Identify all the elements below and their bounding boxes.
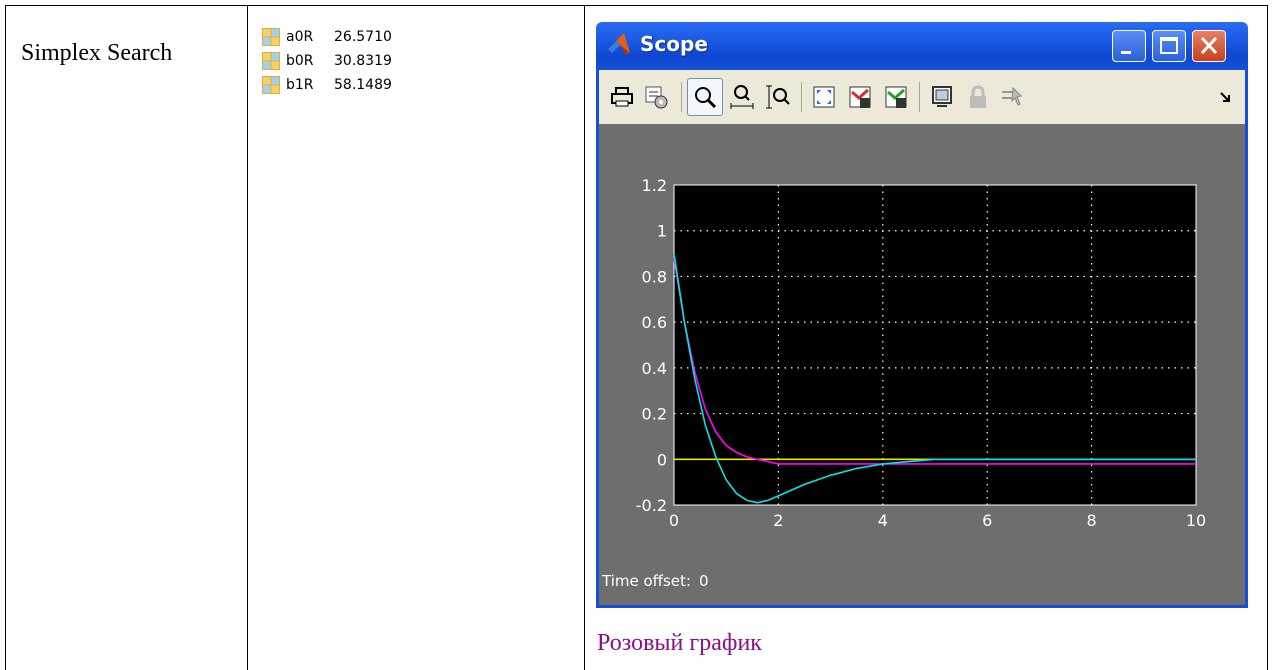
y-tick-label: 0.8 [642,267,667,286]
variable-value: 58.1489 [334,77,392,93]
save-axes-icon[interactable] [847,84,873,110]
toolbar-separator [801,82,802,112]
variable-value: 30.8319 [334,53,392,69]
x-tick-label: 8 [1087,511,1097,530]
x-tick-label: 2 [773,511,783,530]
scope-window: Scope 0 2 4 6 8 10 -0. [596,22,1248,608]
toolbar-overflow-icon[interactable] [1219,90,1233,104]
signal-lines [673,253,1196,504]
y-tick-label: 1.2 [642,176,667,195]
series-line [673,257,1196,465]
zoom-icon [695,87,717,109]
workspace-variable-row[interactable]: b1R 58.1489 [262,74,392,96]
variable-name: a0R [286,29,314,45]
table-border-top [5,5,1268,6]
x-tick-label: 0 [669,511,679,530]
y-tick-label: 0.6 [642,313,667,332]
minimize-button[interactable] [1112,30,1146,62]
workspace-variable-row[interactable]: a0R 26.5710 [262,26,392,48]
toolbar-separator [919,82,920,112]
restore-axes-icon[interactable] [883,84,909,110]
variable-matrix-icon [262,52,280,70]
y-tick-label: 0.4 [642,359,667,378]
scope-toolbar [596,70,1248,124]
scope-title: Scope [640,32,708,56]
y-tick-label: 0 [657,450,667,469]
x-tick-label: 6 [982,511,992,530]
y-tick-label: 0.2 [642,405,667,424]
scope-chart: 0 2 4 6 8 10-0.200.20.40.60.811.2 Time offset… [601,176,1206,590]
close-icon [1200,36,1218,55]
series-line [673,253,1196,504]
table-border-col2 [584,5,585,670]
variable-name: b1R [286,77,314,93]
caption-pink-graph: Розовый график [597,630,762,656]
scope-plot-area: 0 2 4 6 8 10 -0.2 0 0.2 0.4 0.6 0.8 1 1.2 Time offset… [596,124,1248,608]
variable-matrix-icon [262,28,280,46]
print-icon[interactable] [609,84,635,110]
toolbar-separator [681,82,682,112]
scope-titlebar[interactable]: Scope [596,22,1248,70]
variable-value: 26.5710 [334,29,392,45]
time-offset-value: 0 [699,572,709,590]
variable-name: b0R [286,53,314,69]
zoom-button-active[interactable] [687,78,723,116]
plot-background [673,184,1197,506]
time-offset-label: Time offset: [601,572,691,590]
minimize-icon [1121,51,1131,54]
close-button[interactable] [1192,30,1226,62]
maximize-button[interactable] [1152,30,1186,62]
x-tick-label: 4 [878,511,888,530]
parameters-icon[interactable] [643,84,669,110]
floating-scope-icon[interactable] [929,84,955,110]
table-border-right [1267,5,1268,670]
zoom-x-icon[interactable] [729,84,755,110]
workspace-variable-row[interactable]: b0R 30.8319 [262,50,392,72]
zoom-y-icon[interactable] [765,84,791,110]
variable-matrix-icon [262,76,280,94]
y-tick-label: -0.2 [636,496,667,515]
autoscale-icon[interactable] [811,84,837,110]
lock-icon[interactable] [965,84,991,110]
matlab-logo-icon [608,33,630,55]
y-tick-label: 1 [657,222,667,241]
method-label: Simplex Search [21,40,173,66]
table-border-left [5,5,6,670]
axis-tick-labels: 0 2 4 6 8 10-0.200.20.40.60.811.2 [636,176,1206,530]
table-border-col1 [247,5,248,670]
x-tick-label: 10 [1186,511,1206,530]
signal-selection-icon[interactable] [999,84,1025,110]
maximize-icon [1160,37,1178,54]
